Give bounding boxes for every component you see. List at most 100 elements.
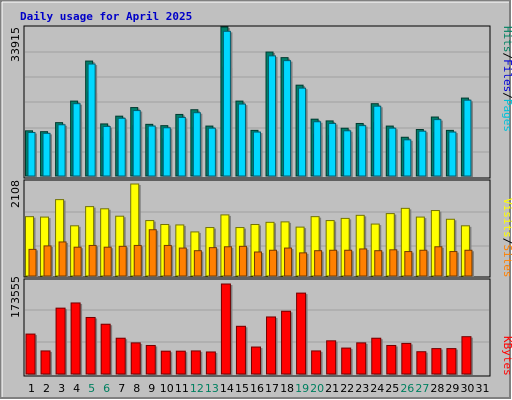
bar-sites-day-26 <box>404 251 413 277</box>
bar-kbytes-day-14 <box>220 283 231 375</box>
bar-kbytes-day-11 <box>175 350 186 375</box>
legend-item-pages: Pages <box>501 99 512 132</box>
bar-sites-day-24 <box>374 250 383 277</box>
bar-sites-day-1 <box>28 248 37 277</box>
bar-sites-day-25 <box>389 249 398 277</box>
bar-kbytes-day-4 <box>70 302 81 375</box>
bar-sites-day-10 <box>163 244 172 277</box>
x-label-day-5: 5 <box>88 382 95 395</box>
bar-kbytes-day-21 <box>326 340 337 375</box>
legend-item-kbytes: KBytes <box>501 336 512 376</box>
bar-pages-day-17 <box>268 55 277 177</box>
bar-sites-day-27 <box>419 249 428 277</box>
bar-kbytes-day-8 <box>130 342 141 375</box>
bar-sites-day-14 <box>223 246 232 277</box>
bar-pages-day-6 <box>102 125 111 177</box>
x-label-day-18: 18 <box>280 382 294 395</box>
bar-sites-day-11 <box>178 247 187 277</box>
legend-hits_files_pages: Hits/Files/Pages <box>501 26 512 132</box>
bar-kbytes-day-19 <box>296 292 307 375</box>
legend-labels: Hits/Files/Pages Visits/Sites KBytes <box>501 26 512 376</box>
legend-item-hits: Hits <box>501 26 512 53</box>
bar-pages-day-25 <box>388 127 397 177</box>
bar-kbytes-day-25 <box>386 344 397 375</box>
bar-sites-day-29 <box>449 251 458 277</box>
bar-sites-day-6 <box>103 246 112 277</box>
bar-kbytes-day-23 <box>356 342 367 375</box>
bar-sites-day-18 <box>284 247 293 277</box>
bar-sites-day-9 <box>148 229 157 277</box>
x-label-day-26: 26 <box>400 382 414 395</box>
bar-kbytes-day-5 <box>85 316 96 375</box>
bar-sites-day-21 <box>329 249 338 277</box>
bar-kbytes-day-9 <box>145 344 156 375</box>
bar-sites-day-7 <box>118 245 127 277</box>
x-label-day-12: 12 <box>190 382 204 395</box>
bar-pages-day-10 <box>162 127 171 177</box>
x-label-day-28: 28 <box>430 382 444 395</box>
bar-kbytes-day-10 <box>160 350 171 375</box>
x-label-day-16: 16 <box>250 382 264 395</box>
x-label-day-30: 30 <box>460 382 474 395</box>
legend-visits_sites: Visits/Sites <box>501 198 512 278</box>
chart-title: Daily usage for April 2025 <box>20 10 192 23</box>
bar-sites-day-4 <box>73 246 82 277</box>
bar-kbytes-day-26 <box>401 342 412 375</box>
bar-sites-day-23 <box>359 248 368 277</box>
bar-pages-day-20 <box>313 121 322 177</box>
bar-kbytes-day-13 <box>205 351 216 375</box>
bar-pages-day-29 <box>448 131 457 177</box>
bar-pages-day-7 <box>117 117 126 177</box>
bar-kbytes-day-16 <box>250 346 261 375</box>
x-label-day-27: 27 <box>415 382 429 395</box>
bar-pages-day-24 <box>373 105 382 177</box>
x-label-day-23: 23 <box>355 382 369 395</box>
x-label-day-15: 15 <box>235 382 249 395</box>
bar-pages-day-12 <box>192 112 201 177</box>
bar-pages-day-15 <box>237 103 246 177</box>
legend-item-visits: Visits <box>501 198 512 238</box>
bar-pages-day-19 <box>298 87 307 177</box>
x-label-day-29: 29 <box>445 382 459 395</box>
x-label-day-6: 6 <box>103 382 110 395</box>
x-label-day-4: 4 <box>73 382 80 395</box>
x-label-day-25: 25 <box>385 382 399 395</box>
bar-kbytes-day-29 <box>446 348 457 375</box>
x-label-day-2: 2 <box>43 382 50 395</box>
bar-pages-day-26 <box>403 139 412 177</box>
bar-pages-day-11 <box>177 116 186 177</box>
bar-marks <box>25 26 474 375</box>
x-label-day-22: 22 <box>340 382 354 395</box>
bar-kbytes-day-28 <box>431 348 442 375</box>
bar-sites-day-15 <box>238 245 247 277</box>
x-label-day-9: 9 <box>148 382 155 395</box>
bar-kbytes-day-15 <box>235 325 246 375</box>
x-label-day-10: 10 <box>160 382 174 395</box>
x-label-day-20: 20 <box>310 382 324 395</box>
bar-pages-day-2 <box>42 132 51 177</box>
legend-item-sites: Sites <box>501 244 512 277</box>
bar-pages-day-3 <box>57 124 66 177</box>
hits-max-label: 33915 <box>9 27 22 62</box>
bar-kbytes-day-27 <box>416 351 427 375</box>
bar-kbytes-day-12 <box>190 350 201 375</box>
bar-kbytes-day-6 <box>100 323 111 375</box>
x-axis-labels: 1 2 3 4 5 6 7 8 9 10 11 12 13 14 15 16 17 18 19 20 21 22 23 24 2… <box>28 382 489 395</box>
bar-pages-day-28 <box>433 119 442 177</box>
x-label-day-8: 8 <box>133 382 140 395</box>
bar-sites-day-8 <box>133 244 142 277</box>
legend-kbytes: KBytes <box>501 336 512 376</box>
x-label-day-13: 13 <box>205 382 219 395</box>
bar-pages-day-18 <box>283 60 292 177</box>
bar-sites-day-22 <box>344 249 353 277</box>
legend-separator: / <box>501 238 512 245</box>
bar-kbytes-day-3 <box>55 307 66 375</box>
bar-kbytes-day-18 <box>281 310 292 375</box>
bar-pages-day-1 <box>27 132 36 177</box>
bar-pages-day-4 <box>72 103 81 177</box>
bar-sites-day-19 <box>299 252 308 277</box>
bar-pages-day-5 <box>87 63 96 177</box>
bar-pages-day-13 <box>207 127 216 177</box>
bar-pages-day-23 <box>358 125 367 177</box>
bar-sites-day-13 <box>208 247 217 277</box>
